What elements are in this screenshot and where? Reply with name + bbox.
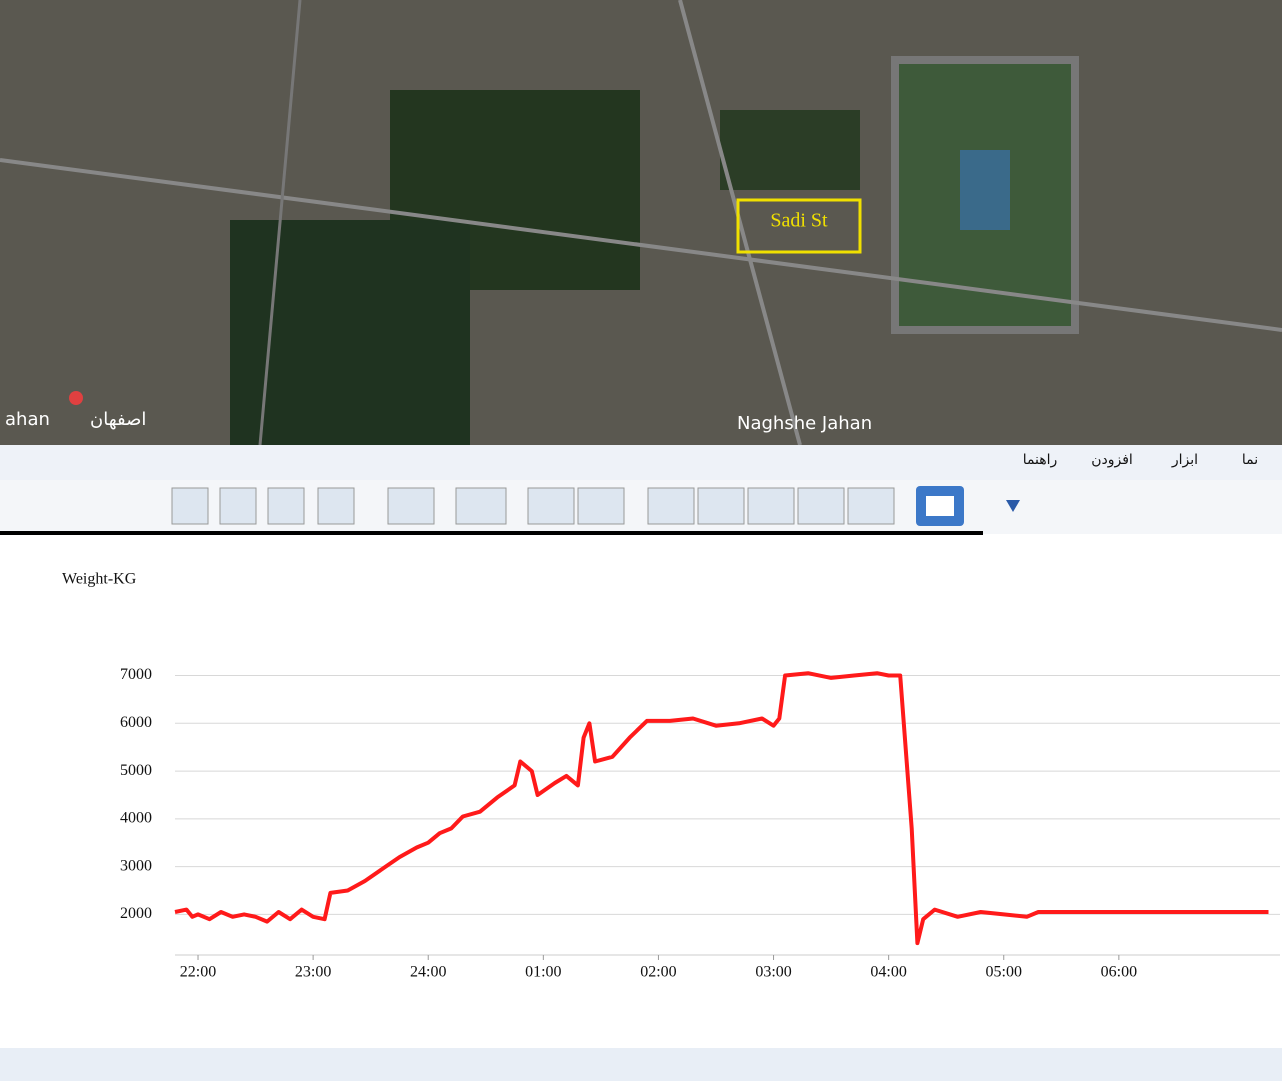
tool-button[interactable] xyxy=(318,488,354,524)
tool-button[interactable] xyxy=(388,488,434,524)
map-label: ahan xyxy=(5,409,50,430)
tool-button[interactable] xyxy=(578,488,624,524)
map: Sadi St Naghshe Jahan ahan اصفهان xyxy=(0,0,1282,445)
tool-icon xyxy=(926,496,954,516)
y-tick-label: 3000 xyxy=(120,857,152,874)
y-tick-label: 4000 xyxy=(120,810,152,827)
map-label: Naghshe Jahan xyxy=(737,413,872,434)
tool-button[interactable] xyxy=(798,488,844,524)
pool xyxy=(960,150,1010,230)
x-tick-label: 02:00 xyxy=(640,964,676,981)
y-tick-label: 6000 xyxy=(120,714,152,731)
footer-bar xyxy=(0,1048,1282,1081)
x-tick-label: 03:00 xyxy=(755,964,791,981)
chart: Weight-KG 2000 3000 4000 5000 6000 7000 22:00 2… xyxy=(62,571,1280,981)
map-label: Sadi St xyxy=(770,210,828,232)
tool-button[interactable] xyxy=(268,488,304,524)
data-line xyxy=(175,673,1269,943)
x-tick-label: 01:00 xyxy=(525,964,561,981)
x-tick-label: 24:00 xyxy=(410,964,446,981)
x-tick-label: 22:00 xyxy=(180,964,216,981)
tool-button[interactable] xyxy=(456,488,506,524)
tool-button[interactable] xyxy=(648,488,694,524)
x-tick-label: 06:00 xyxy=(1101,964,1137,981)
menu-item[interactable]: راهنما xyxy=(1023,452,1058,468)
y-tick-label: 5000 xyxy=(120,762,152,779)
menu-item[interactable]: افزودن xyxy=(1091,452,1133,468)
tool-button[interactable] xyxy=(172,488,208,524)
map-background xyxy=(0,0,1282,445)
x-tick-label: 04:00 xyxy=(870,964,906,981)
tool-button[interactable] xyxy=(220,488,256,524)
menu-bar xyxy=(0,445,1282,480)
menu-item[interactable]: نما xyxy=(1242,452,1258,468)
x-tick-label: 23:00 xyxy=(295,964,331,981)
y-axis-label: Weight-KG xyxy=(62,571,137,588)
toolbar-buttons xyxy=(172,486,1020,526)
page: Sadi St Naghshe Jahan ahan اصفهان نما اب… xyxy=(0,0,1282,1081)
park xyxy=(230,220,470,445)
y-tick-label: 2000 xyxy=(120,905,152,922)
y-tick-label: 7000 xyxy=(120,666,152,683)
map-label: اصفهان xyxy=(90,409,146,430)
pin xyxy=(69,391,83,405)
x-tick-label: 05:00 xyxy=(986,964,1022,981)
tool-button[interactable] xyxy=(698,488,744,524)
tool-button[interactable] xyxy=(848,488,894,524)
tool-button[interactable] xyxy=(528,488,574,524)
menu-item[interactable]: ابزار xyxy=(1171,452,1198,468)
park xyxy=(720,110,860,190)
tool-button[interactable] xyxy=(748,488,794,524)
screen: Sadi St Naghshe Jahan ahan اصفهان نما اب… xyxy=(0,0,1282,1081)
